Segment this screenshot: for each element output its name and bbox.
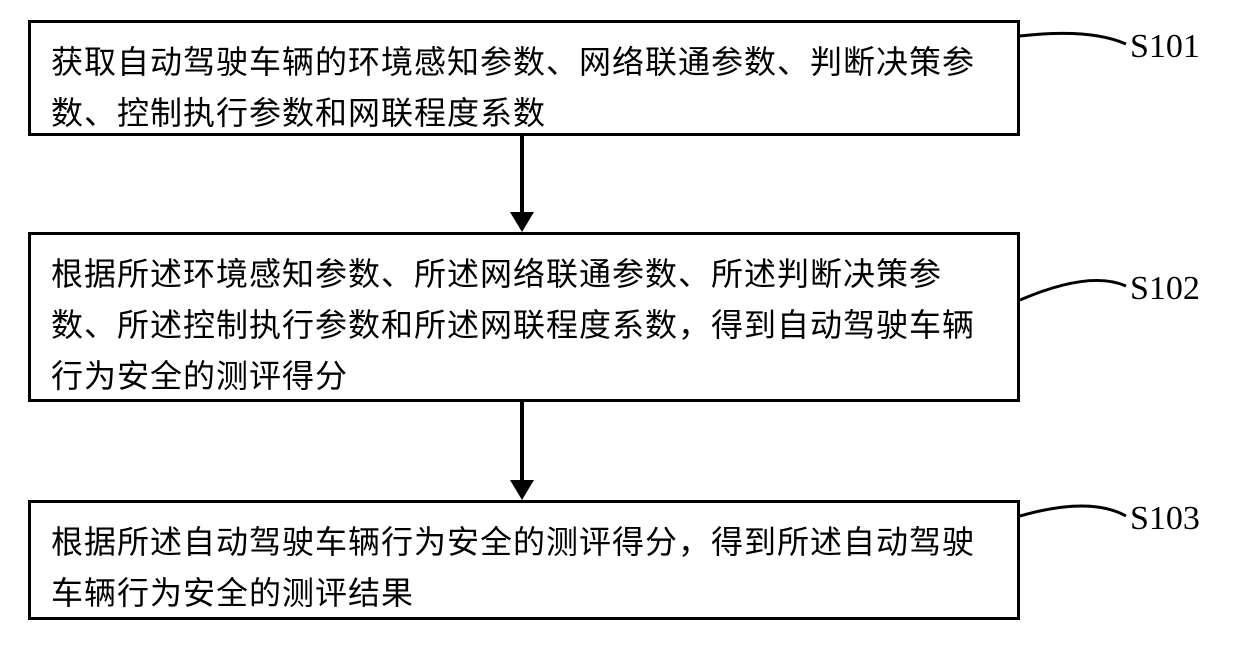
flow-step-s102: 根据所述环境感知参数、所述网络联通参数、所述判断决策参数、所述控制执行参数和所述… [28, 232, 1020, 402]
arrow-s101-s102-head [510, 212, 534, 232]
arrow-s102-s103-head [510, 480, 534, 500]
flow-step-s101: 获取自动驾驶车辆的环境感知参数、网络联通参数、判断决策参数、控制执行参数和网联程… [28, 20, 1020, 136]
flow-step-s103: 根据所述自动驾驶车辆行为安全的测评得分，得到所述自动驾驶车辆行为安全的测评结果 [28, 500, 1020, 620]
flowchart-container: 获取自动驾驶车辆的环境感知参数、网络联通参数、判断决策参数、控制执行参数和网联程… [0, 0, 1240, 652]
flow-step-s103-text: 根据所述自动驾驶车辆行为安全的测评得分，得到所述自动驾驶车辆行为安全的测评结果 [51, 517, 997, 619]
arrow-s101-s102-shaft [520, 136, 524, 212]
label-s101: S101 [1130, 28, 1200, 66]
label-s102: S102 [1130, 270, 1200, 308]
arrow-s102-s103-shaft [520, 402, 524, 480]
flow-step-s101-text: 获取自动驾驶车辆的环境感知参数、网络联通参数、判断决策参数、控制执行参数和网联程… [51, 37, 997, 139]
flow-step-s102-text: 根据所述环境感知参数、所述网络联通参数、所述判断决策参数、所述控制执行参数和所述… [51, 249, 997, 403]
label-s103: S103 [1130, 500, 1200, 538]
